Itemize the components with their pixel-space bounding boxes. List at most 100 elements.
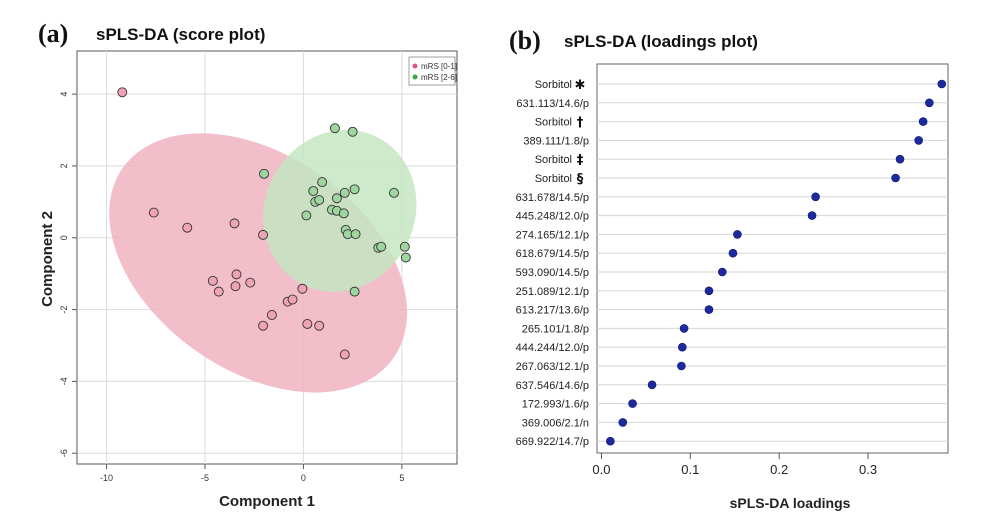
loadings-category-label: Sorbitol [535, 79, 572, 91]
score-point-series-0 [287, 294, 298, 305]
score-point-series-1 [350, 229, 361, 240]
score-point-series-1 [317, 177, 328, 188]
loading-dot [618, 418, 628, 427]
loading-dot [628, 399, 637, 408]
score-point-series-0 [302, 318, 313, 329]
score-point-series-0 [266, 310, 277, 320]
legend-label-mrs-2-6: mRS [2-6] [421, 73, 457, 82]
loadings-plot-frame [596, 63, 949, 454]
score-point-series-1 [308, 186, 319, 197]
loadings-category-label: 251.089/12.1/p [516, 286, 589, 298]
score-plot-title: sPLS-DA (score plot) [96, 25, 265, 44]
loadings-category-label: 613.217/13.6/p [516, 305, 589, 317]
score-y-tick-label: 2 [59, 163, 69, 168]
score-point-series-0 [148, 207, 159, 218]
loading-dot [807, 211, 817, 220]
score-y-tick-label: -4 [59, 377, 69, 385]
score-point-series-0 [231, 269, 242, 280]
legend-marker-mrs-0-1 [412, 63, 418, 69]
loadings-category-label: 631.113/14.6/p [516, 98, 589, 110]
score-point-series-0 [207, 275, 218, 286]
score-point-series-1 [399, 241, 410, 252]
score-plot-points [117, 87, 411, 360]
loadings-category-label: 669.922/14.7/p [516, 436, 589, 448]
loadings-category-label: 637.546/14.6/p [516, 380, 589, 392]
score-point-series-0 [245, 277, 256, 288]
loading-dot [733, 230, 742, 239]
score-x-tick-label: 0 [301, 473, 306, 483]
loadings-category-label: 265.101/1.8/p [522, 323, 589, 335]
loadings-category-label: 445.248/12.0/p [516, 211, 589, 223]
score-point-series-0 [213, 286, 224, 297]
loadings-category-marker: ✱ [575, 78, 586, 93]
loadings-plot-x-axis-title: sPLS-DA loadings [730, 495, 851, 511]
score-point-series-0 [117, 87, 128, 98]
score-y-tick-label: -6 [59, 449, 69, 457]
score-plot-y-axis-title: Component 2 [39, 211, 56, 307]
loadings-category-label: Sorbitol [535, 117, 572, 129]
loadings-category-marker: ‡ [577, 153, 584, 168]
loading-dot [914, 136, 923, 145]
score-point-series-1 [259, 168, 269, 179]
score-y-tick-label: -2 [59, 306, 69, 314]
loadings-plot-grid [597, 83, 948, 442]
score-point-series-1 [347, 126, 358, 137]
score-point-series-1 [349, 184, 360, 195]
legend-box [408, 56, 456, 86]
loading-dot [891, 173, 900, 183]
score-y-tick-label: 0 [59, 235, 69, 240]
legend-marker-mrs-2-6 [412, 74, 418, 80]
score-point-series-0 [258, 320, 269, 331]
loadings-category-label: 172.993/1.6/p [522, 399, 589, 411]
score-point-series-1 [400, 252, 411, 263]
loadings-category-marker: † [577, 116, 584, 131]
score-point-series-1 [314, 195, 325, 205]
score-point-series-0 [229, 218, 240, 229]
panel-a-letter: (a) [38, 19, 68, 48]
loadings-category-label: 389.111/1.8/p [523, 135, 589, 147]
loading-dot [925, 98, 934, 108]
score-point-series-1 [329, 123, 340, 134]
score-plot-panel: (a) sPLS-DA (score plot) -10 -5 0 5 -6 -4 -2 0 2… [38, 19, 458, 510]
loading-dot [647, 380, 657, 390]
score-point-series-0 [258, 229, 269, 240]
score-y-tick-label: 4 [59, 92, 69, 97]
score-plot-frame [76, 50, 458, 465]
panel-b-letter: (b) [509, 26, 541, 55]
score-point-series-0 [230, 281, 241, 292]
loadings-x-tick-label: 0.0 [592, 462, 610, 477]
score-plot-ellipses [109, 129, 417, 393]
loadings-category-label: 274.165/12.1/p [516, 229, 589, 241]
loadings-category-label: 631.678/14.5/p [516, 192, 589, 204]
score-point-series-1 [338, 208, 349, 219]
score-point-series-0 [314, 320, 325, 331]
score-plot-ticks: -10 -5 0 5 -6 -4 -2 0 2 4 [59, 92, 404, 483]
score-x-tick-label: 5 [399, 473, 404, 483]
loading-dot [895, 154, 905, 164]
loadings-category-marker: § [577, 172, 584, 187]
score-point-series-1 [376, 241, 387, 252]
loading-dot [918, 117, 928, 126]
loadings-category-label: 444.244/12.0/p [516, 342, 589, 354]
loadings-plot-title: sPLS-DA (loadings plot) [564, 32, 758, 51]
loading-dot [811, 192, 820, 202]
score-point-series-0 [339, 349, 350, 360]
loadings-x-tick-label: 0.1 [681, 462, 699, 477]
loadings-category-label: 267.063/12.1/p [516, 361, 589, 373]
confidence-ellipse-series-0 [109, 133, 408, 393]
loading-dot [678, 342, 687, 352]
loading-dot [937, 79, 947, 89]
loadings-category-label: 369.006/2.1/n [522, 417, 589, 429]
score-plot-legend: mRS [0-1] mRS [2-6] [408, 56, 457, 86]
score-x-tick-label: -10 [100, 473, 113, 483]
loading-dot [717, 267, 727, 277]
score-point-series-1 [301, 210, 312, 221]
loadings-category-label: 593.090/14.5/p [516, 267, 589, 279]
score-point-series-1 [389, 187, 399, 198]
loadings-category-label: 618.679/14.5/p [516, 248, 589, 260]
loadings-plot-ticks: 0.0 0.1 0.2 0.3 [592, 453, 877, 477]
loading-dot [704, 305, 714, 314]
loading-dot [704, 286, 714, 296]
